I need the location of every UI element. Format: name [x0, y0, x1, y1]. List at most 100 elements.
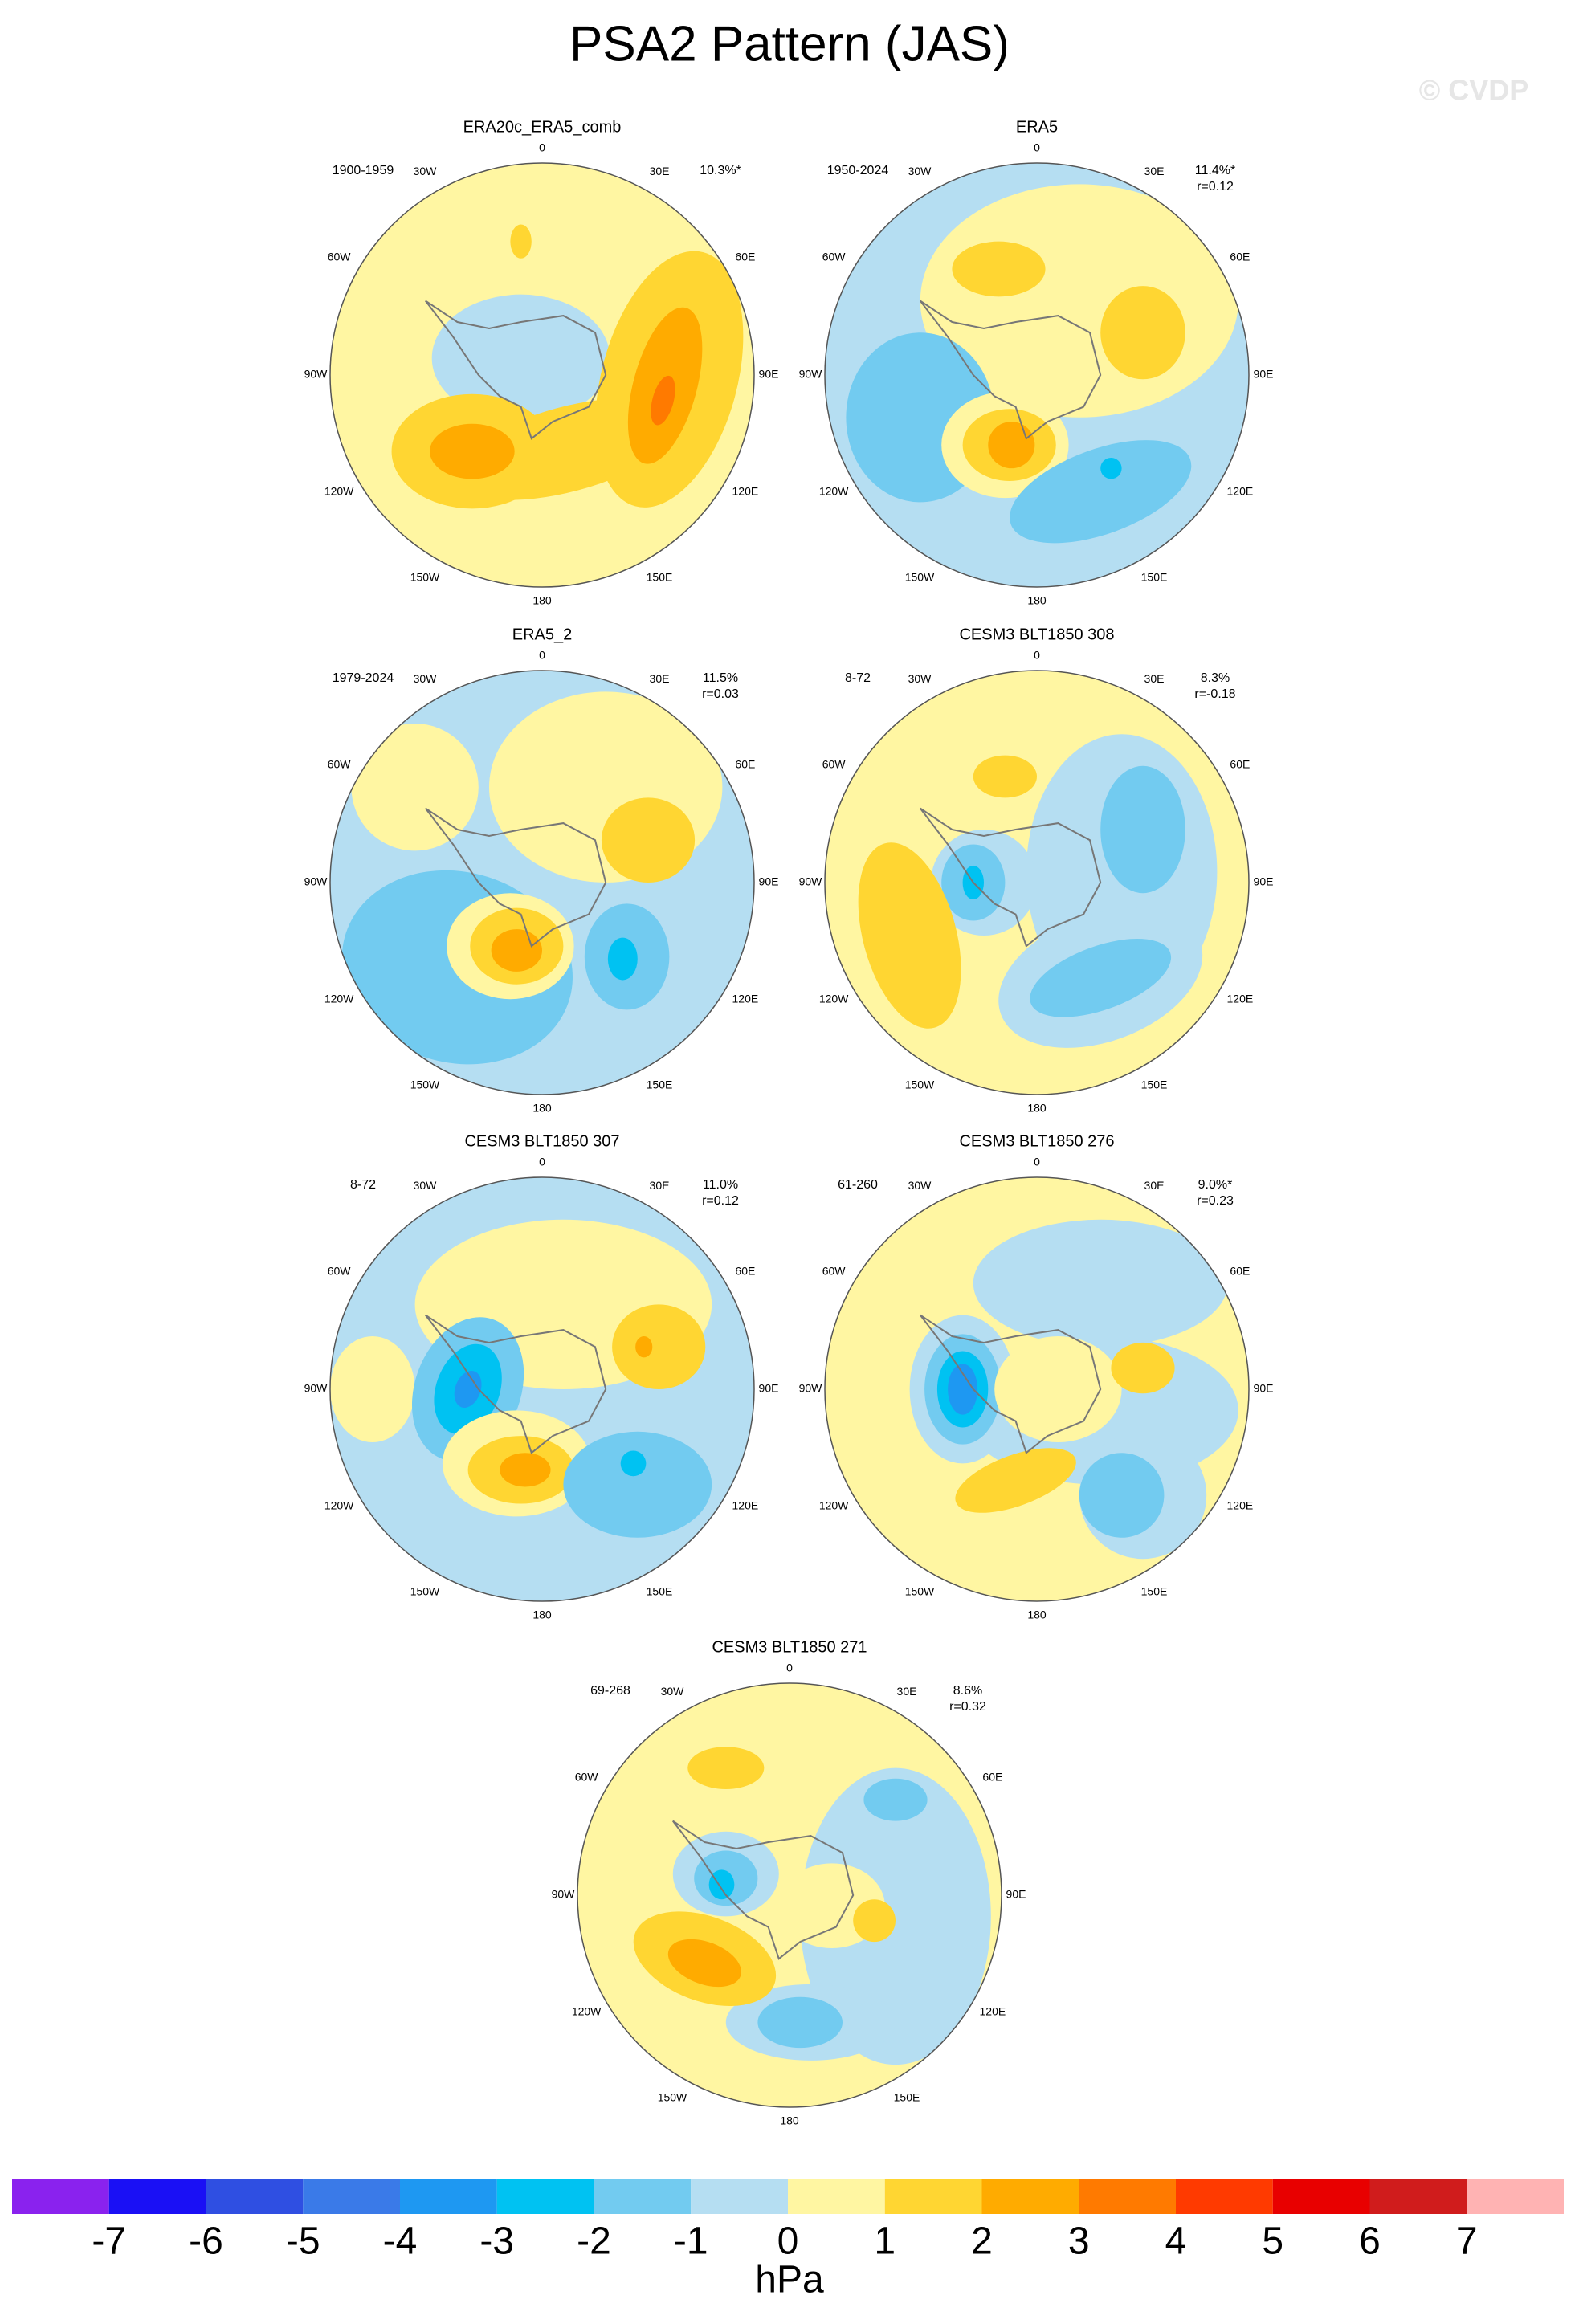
longitude-label: 150E [647, 1078, 673, 1091]
contour-region [1111, 1342, 1175, 1394]
map-border [824, 1176, 1250, 1602]
longitude-label: 120W [324, 485, 354, 498]
coastline [920, 1314, 1102, 1454]
longitude-label: 60E [1230, 1265, 1250, 1278]
longitude-label: 120E [980, 2005, 1006, 2018]
colorbar-tick-label: -3 [479, 2220, 514, 2263]
colorbar-tick-label: -7 [92, 2220, 126, 2263]
panel-title: CESM3 BLT1850 308 [959, 626, 1114, 643]
longitude-label: 150W [905, 1078, 935, 1091]
colorbar-box [303, 2179, 400, 2214]
longitude-label: 180 [1027, 1608, 1047, 1621]
longitude-label: 60W [822, 758, 847, 771]
longitude-label: 180 [1027, 1102, 1047, 1115]
colorbar-label: hPa [755, 2259, 824, 2302]
panel-period: 1900-1959 [333, 164, 394, 177]
colorbar-tick-label: 7 [1456, 2220, 1478, 2263]
colorbar-tick-label: 0 [777, 2220, 799, 2263]
contour-region [1100, 765, 1185, 894]
longitude-label: 60E [1230, 251, 1250, 263]
contour-region [607, 937, 638, 981]
longitude-label: 120W [819, 993, 849, 1005]
map-panel [577, 1683, 1002, 2107]
colorbar-box [496, 2179, 594, 2214]
panel-period: 61-260 [838, 1178, 878, 1192]
contour-region [708, 1869, 735, 1900]
colorbar-tick-label: -1 [674, 2220, 708, 2263]
contour-region [601, 797, 696, 883]
longitude-label: 120W [324, 1499, 354, 1512]
contour-region [955, 1448, 1076, 1513]
longitude-label: 30W [414, 672, 438, 685]
colorbar-box [1272, 2179, 1370, 2214]
panel-correlation: r=0.23 [1197, 1194, 1234, 1208]
contour-region [510, 224, 532, 259]
contour-region [651, 375, 675, 426]
colorbar-tick-label: -4 [383, 2220, 418, 2263]
longitude-label: 150W [658, 2091, 687, 2104]
longitude-label: 90W [304, 1382, 328, 1395]
longitude-label: 120W [572, 2005, 602, 2018]
contour-region [988, 422, 1035, 469]
colorbar-box [400, 2179, 497, 2214]
longitude-label: 150W [905, 1585, 935, 1598]
longitude-label: 60W [822, 1265, 847, 1278]
panel-title: ERA5 [1016, 118, 1058, 136]
longitude-label: 60W [328, 758, 352, 771]
contour-region [454, 1371, 482, 1408]
longitude-label: 90E [759, 1382, 779, 1395]
map-panel [330, 1177, 754, 1601]
contour-region [491, 929, 542, 972]
longitude-label: 120E [732, 485, 759, 498]
longitude-label: 90E [759, 875, 779, 888]
longitude-label: 30E [650, 165, 670, 177]
contour-region [858, 842, 961, 1029]
panel-title: CESM3 BLT1850 307 [464, 1132, 619, 1150]
longitude-label: 120W [819, 1499, 849, 1512]
longitude-label: 90E [1006, 1888, 1026, 1901]
colorbar-tick-label: -5 [286, 2220, 320, 2263]
colorbar-box [206, 2179, 304, 2214]
longitude-label: 90W [799, 875, 823, 888]
panel-variance: 8.3% [1201, 671, 1230, 685]
longitude-label: 150W [410, 1078, 440, 1091]
map-border [329, 1176, 755, 1602]
longitude-label: 60W [575, 1771, 599, 1784]
longitude-label: 180 [1027, 594, 1047, 607]
map-border [329, 162, 755, 588]
panel-title: CESM3 BLT1850 276 [959, 1132, 1114, 1150]
longitude-label: 60W [822, 251, 847, 263]
longitude-label: 150W [410, 1585, 440, 1598]
longitude-label: 90W [304, 368, 328, 381]
panel-correlation: r=0.32 [949, 1700, 986, 1714]
longitude-label: 60E [735, 1265, 755, 1278]
colorbar-tick-label: 4 [1165, 2220, 1187, 2263]
longitude-label: 30W [908, 672, 932, 685]
colorbar-box [12, 2179, 109, 2214]
contour-region [1100, 457, 1122, 479]
longitude-label: 30E [897, 1685, 917, 1698]
panel-variance: 11.5% [703, 671, 738, 685]
longitude-label: 150E [1141, 1585, 1168, 1598]
map-panel [330, 163, 754, 587]
contour-region [430, 423, 515, 479]
map-panel [330, 671, 754, 1095]
contour-region [687, 1747, 765, 1790]
longitude-label: 60W [328, 1265, 352, 1278]
contour-region [1030, 938, 1172, 1017]
longitude-label: 150W [410, 571, 440, 584]
longitude-label: 150E [1141, 571, 1168, 584]
contour-region [351, 724, 479, 851]
longitude-label: 0 [1034, 649, 1040, 662]
contour-region [973, 755, 1037, 798]
map-border [577, 1682, 1002, 2108]
longitude-label: 150E [647, 571, 673, 584]
map-border [824, 162, 1250, 588]
panel-variance: 11.0% [703, 1178, 738, 1192]
longitude-label: 30W [908, 1179, 932, 1192]
contour-region [973, 1219, 1228, 1348]
contour-region [330, 1336, 415, 1442]
longitude-label: 0 [539, 141, 545, 154]
longitude-label: 30E [1144, 165, 1165, 177]
longitude-label: 90W [304, 875, 328, 888]
